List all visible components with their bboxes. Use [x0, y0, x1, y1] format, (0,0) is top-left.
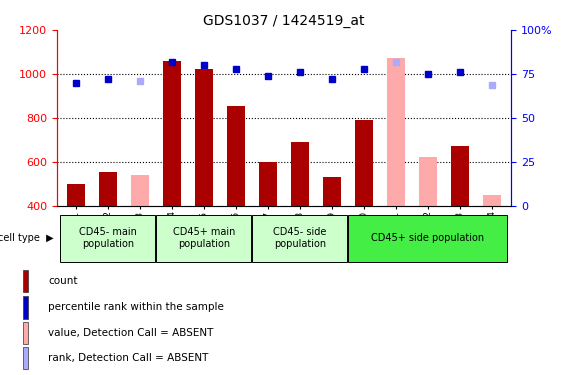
Text: CD45- main
population: CD45- main population	[79, 227, 137, 249]
Title: GDS1037 / 1424519_at: GDS1037 / 1424519_at	[203, 13, 365, 28]
Bar	[67, 184, 85, 206]
FancyBboxPatch shape	[60, 215, 154, 261]
Bar	[99, 172, 117, 206]
Text: CD45+ side population: CD45+ side population	[371, 233, 485, 243]
Bar	[323, 177, 341, 206]
Bar	[195, 69, 213, 206]
Bar	[419, 157, 437, 206]
Bar	[23, 322, 28, 344]
Text: CD45+ main
population: CD45+ main population	[173, 227, 235, 249]
Bar	[451, 146, 469, 206]
Bar	[483, 195, 501, 206]
Bar	[163, 61, 181, 206]
FancyBboxPatch shape	[156, 215, 250, 261]
Bar	[131, 176, 149, 206]
Text: count: count	[48, 276, 78, 286]
FancyBboxPatch shape	[252, 215, 346, 261]
FancyBboxPatch shape	[348, 215, 507, 261]
Text: rank, Detection Call = ABSENT: rank, Detection Call = ABSENT	[48, 353, 208, 363]
Bar	[387, 57, 405, 206]
Text: CD45- side
population: CD45- side population	[273, 227, 327, 249]
Bar	[227, 106, 245, 206]
Text: value, Detection Call = ABSENT: value, Detection Call = ABSENT	[48, 328, 214, 338]
Bar	[259, 162, 277, 206]
Text: percentile rank within the sample: percentile rank within the sample	[48, 303, 224, 312]
Bar	[355, 120, 373, 206]
Bar	[23, 347, 28, 369]
Bar	[291, 142, 309, 206]
Bar	[23, 270, 28, 292]
Text: cell type  ▶: cell type ▶	[0, 233, 54, 243]
Bar	[23, 296, 28, 319]
